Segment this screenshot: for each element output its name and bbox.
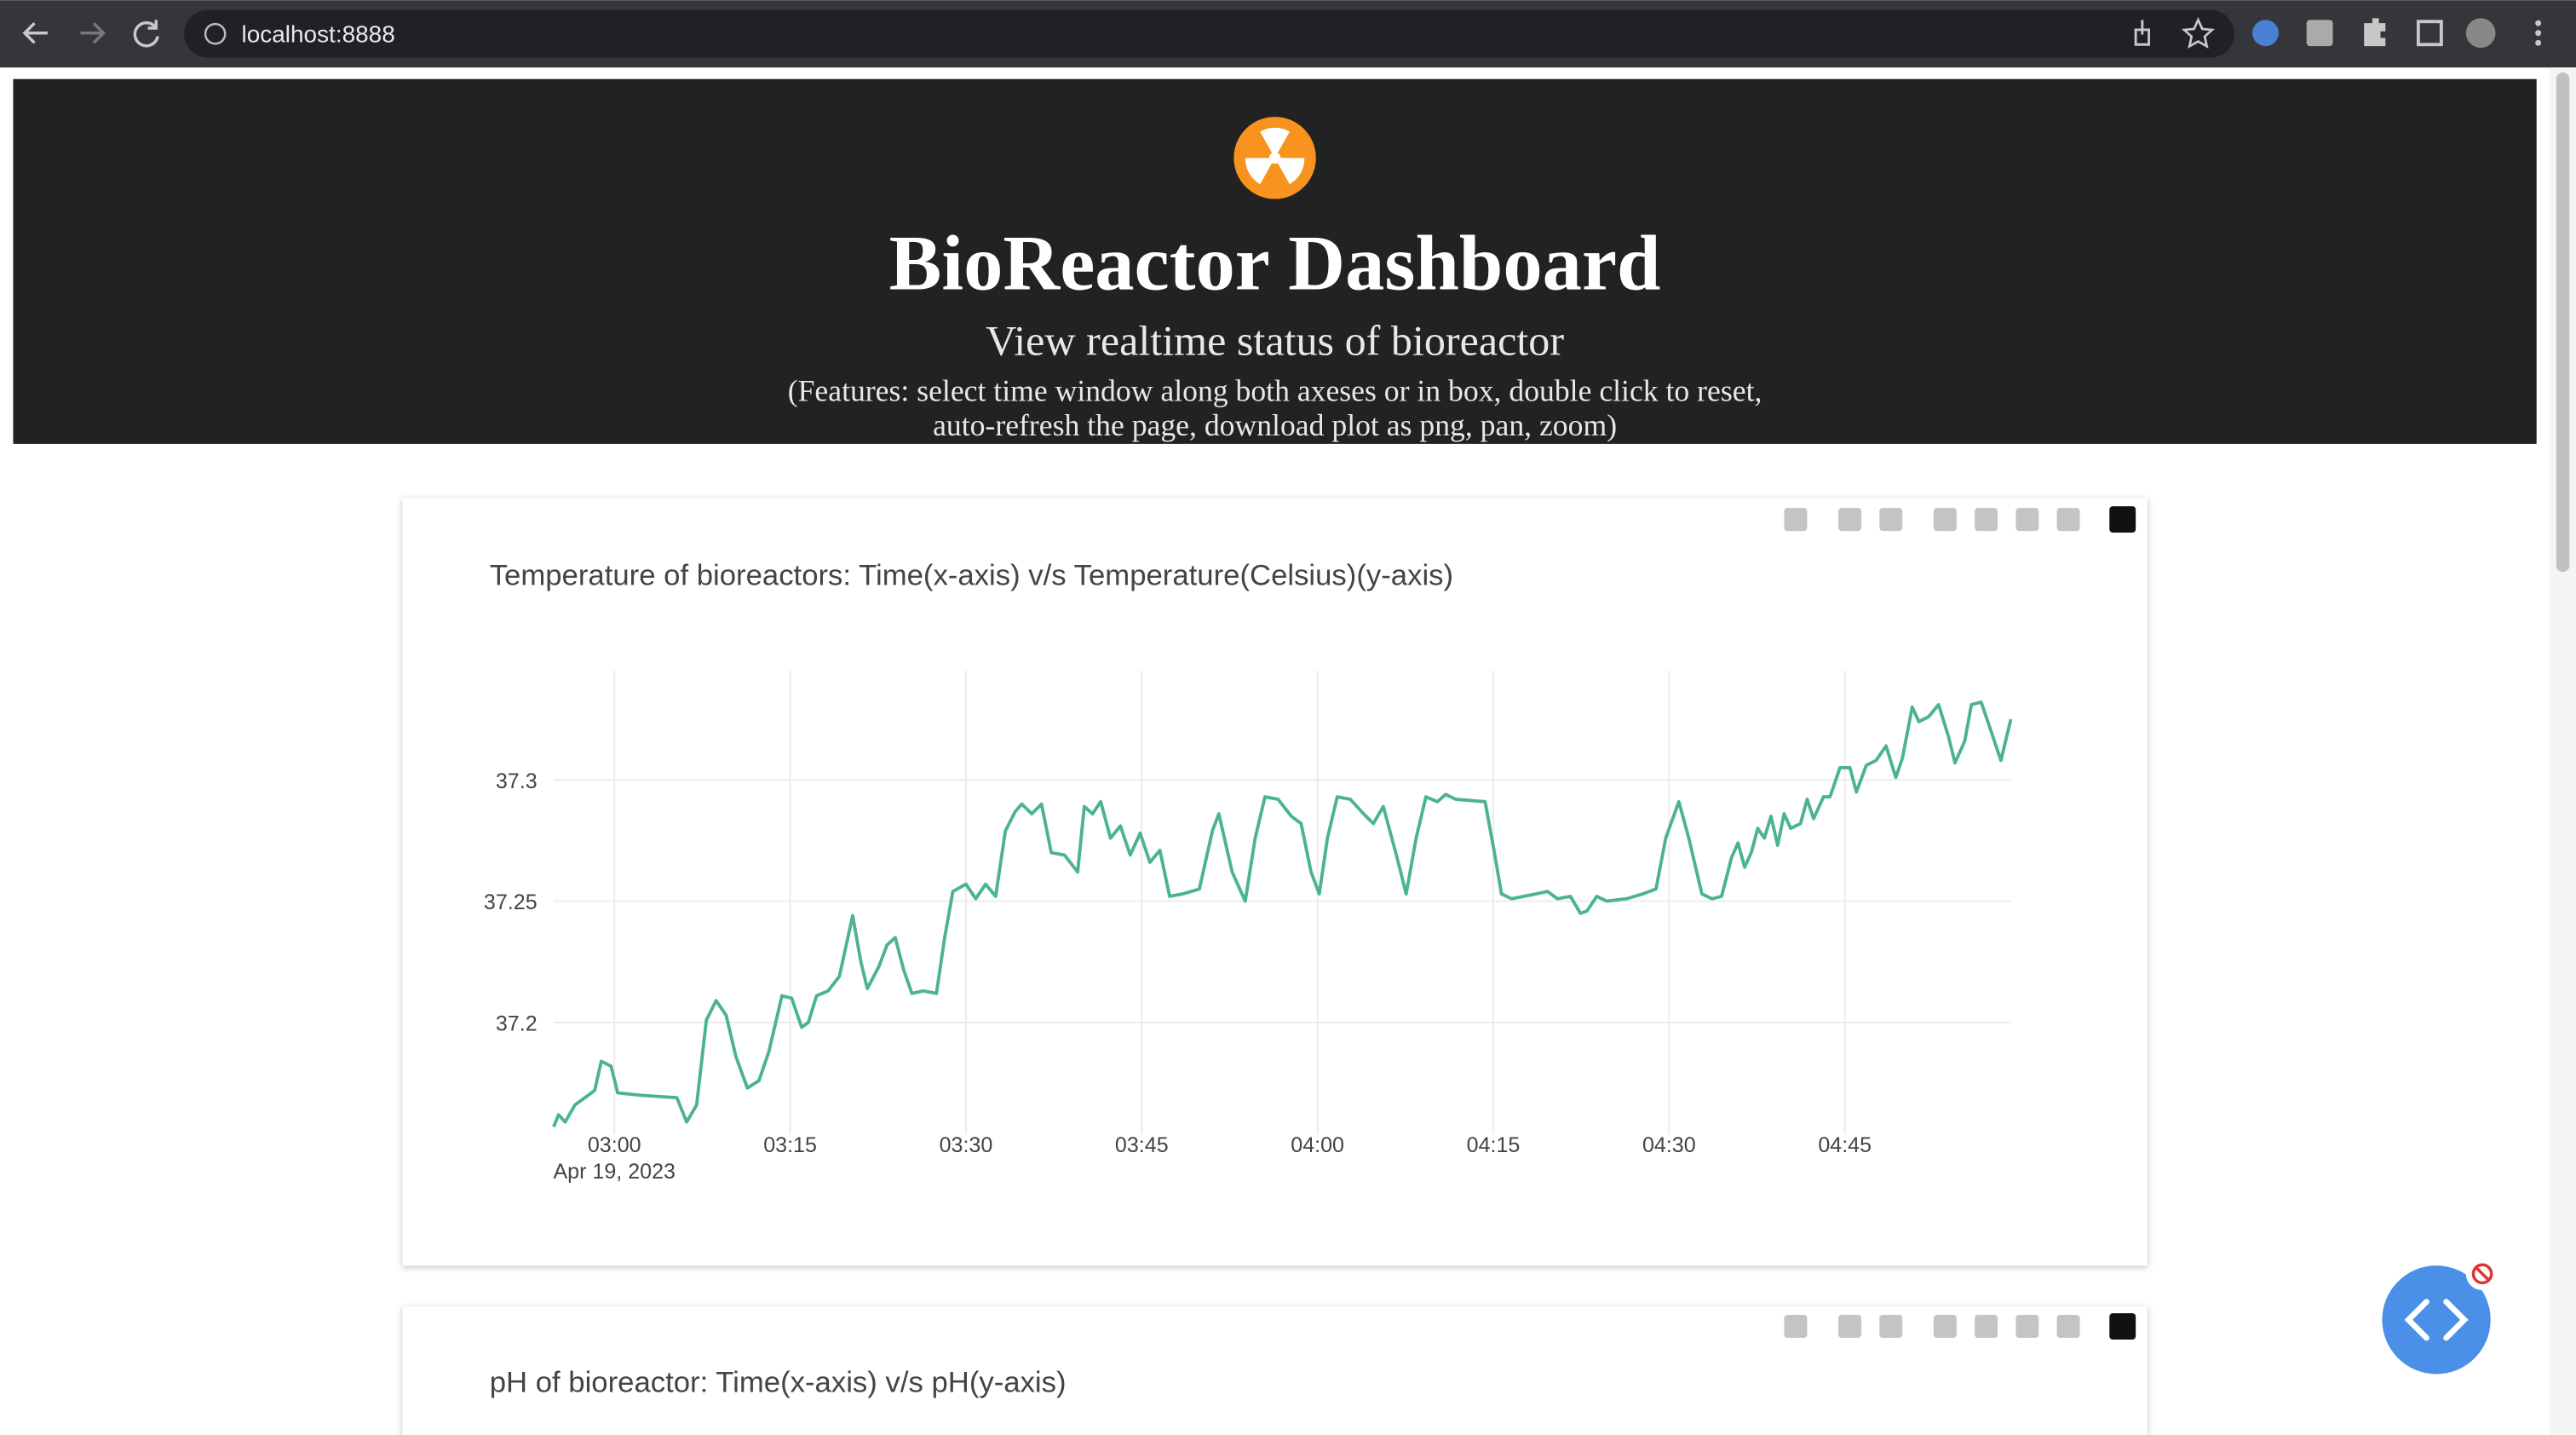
modebar-button[interactable] [1879,1315,1903,1339]
x-tick-label: 04:45 [1818,1133,1872,1157]
modebar-button[interactable] [2056,508,2080,532]
address-bar[interactable] [184,9,2234,58]
modebar-button[interactable] [1975,508,1998,532]
share-icon[interactable] [2134,20,2151,46]
features-note: auto-refresh the page, download plot as … [933,408,1617,442]
y-tick-label: 37.2 [496,1012,538,1036]
scrollbar-thumb[interactable] [2556,72,2570,573]
x-tick-label: 04:15 [1467,1133,1521,1157]
reload-button[interactable] [133,20,159,48]
extensions-icon[interactable] [2364,18,2386,47]
code-button[interactable] [2382,1265,2491,1374]
code-icon [2404,1299,2469,1341]
modebar-button[interactable] [2056,1315,2080,1339]
modebar-button[interactable] [1838,1315,1862,1339]
block-icon [2471,1263,2493,1285]
nav-buttons [22,20,159,48]
x-tick-label: 04:30 [1642,1133,1696,1157]
y-tick-label: 37.3 [496,769,538,793]
radiation-icon [1233,117,1316,199]
chart-title: Temperature of bioreactors: Time(x-axis)… [490,560,1453,592]
plotly-logo[interactable] [2109,1313,2136,1340]
chart-card [402,498,2148,1266]
info-icon[interactable] [204,22,227,45]
bookmark-icon[interactable] [2181,17,2216,49]
plotly-logo[interactable] [2109,506,2136,533]
block-icon [2475,1265,2491,1282]
sidebar-icon[interactable] [2416,20,2443,47]
page-title: BioReactor Dashboard [889,221,1661,308]
modebar-button[interactable] [1784,1315,1808,1339]
x-tick-label: 03:45 [1115,1133,1169,1157]
features-note: (Features: select time window along both… [788,374,1762,408]
modebar-button[interactable] [1933,508,1957,532]
x-tick-label: 03:30 [940,1133,993,1157]
x-tick-label: 03:15 [763,1133,817,1157]
y-tick-label: 37.25 [484,890,538,914]
temperature-line [552,700,2013,1128]
profile-icon[interactable] [2465,18,2496,49]
page-subtitle: View realtime status of bioreactor [986,317,1564,365]
modebar-button[interactable] [1784,508,1808,532]
extension-icon[interactable] [2252,20,2279,47]
modebar-button[interactable] [1879,508,1903,532]
plot-area: 03:00 03:15 03:30 03:45 04:00 04:15 04:30 04:45… [484,671,2013,1184]
forward-button[interactable] [80,21,106,44]
modebar-button[interactable] [1933,1315,1957,1339]
url: localhost:8888 [242,20,395,47]
x-date-label: Apr 19, 2023 [553,1160,676,1184]
x-tick-label: 03:00 [588,1133,641,1157]
toolbar-icons [2134,17,2542,49]
modebar-button[interactable] [1975,1315,1998,1339]
modebar-button[interactable] [2015,1315,2039,1339]
extension-icon[interactable] [2306,20,2333,47]
modebar-button[interactable] [2015,508,2039,532]
modebar-button[interactable] [1838,508,1862,532]
chart-title: pH of bioreactor: Time(x-axis) v/s pH(y-… [490,1367,1067,1399]
back-button[interactable] [22,21,48,44]
x-tick-label: 04:00 [1291,1133,1344,1157]
modebars [1784,506,2136,1340]
